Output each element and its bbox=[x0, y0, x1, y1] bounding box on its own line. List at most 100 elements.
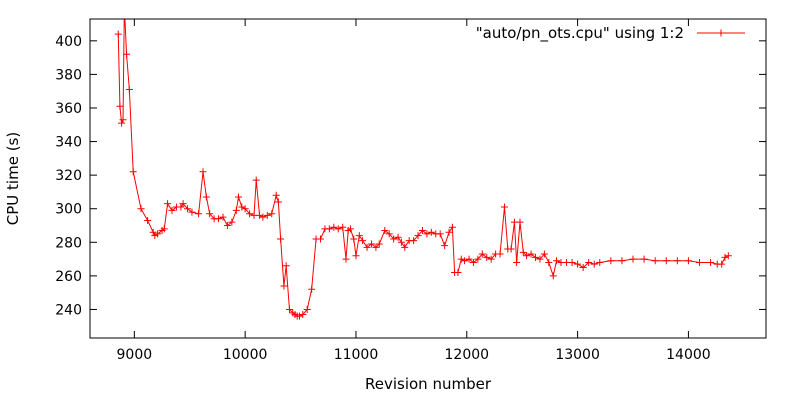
data-point bbox=[381, 227, 389, 235]
data-point bbox=[259, 213, 267, 221]
data-point bbox=[202, 193, 210, 201]
x-tick-label: 9000 bbox=[117, 347, 153, 363]
data-point bbox=[397, 238, 405, 246]
data-point bbox=[263, 211, 271, 219]
data-point bbox=[125, 86, 133, 94]
data-point bbox=[350, 235, 358, 243]
data-point bbox=[579, 263, 587, 271]
data-point bbox=[418, 227, 426, 235]
data-point bbox=[607, 257, 615, 265]
data-point bbox=[160, 225, 168, 233]
data-point bbox=[206, 210, 214, 218]
data-point bbox=[707, 258, 715, 266]
data-point bbox=[536, 255, 544, 263]
data-point bbox=[295, 312, 303, 320]
data-point bbox=[118, 119, 126, 127]
data-point bbox=[469, 258, 477, 266]
x-axis-label: Revision number bbox=[365, 375, 492, 393]
data-point bbox=[531, 253, 539, 261]
data-point bbox=[334, 225, 342, 233]
ticks-layer: 9000 10000 11000 12000 13000 14000 240 260 280 30… bbox=[55, 19, 766, 363]
data-point bbox=[154, 230, 162, 238]
y-tick-label: 400 bbox=[55, 34, 82, 50]
x-tick-label: 13000 bbox=[555, 347, 600, 363]
data-point bbox=[507, 245, 515, 253]
y-tick-label: 260 bbox=[55, 269, 82, 285]
data-point bbox=[268, 210, 276, 218]
data-point bbox=[282, 262, 290, 270]
data-point bbox=[372, 243, 380, 251]
y-tick-label: 320 bbox=[55, 168, 82, 184]
data-point bbox=[274, 198, 282, 206]
legend-marker bbox=[717, 29, 725, 37]
data-point bbox=[342, 255, 350, 263]
data-point bbox=[168, 206, 176, 214]
data-point bbox=[545, 258, 553, 266]
data-point bbox=[232, 206, 240, 214]
data-point bbox=[500, 203, 508, 211]
data-point bbox=[317, 235, 325, 243]
data-point bbox=[228, 218, 236, 226]
data-point bbox=[367, 240, 375, 248]
data-point bbox=[256, 211, 264, 219]
data-point bbox=[718, 260, 726, 268]
data-point bbox=[375, 240, 383, 248]
data-point bbox=[272, 191, 280, 199]
data-point bbox=[651, 257, 659, 265]
data-point bbox=[724, 252, 732, 260]
data-point bbox=[527, 250, 535, 258]
data-point bbox=[436, 230, 444, 238]
data-point bbox=[164, 200, 172, 208]
data-point bbox=[215, 215, 223, 223]
y-tick-label: 380 bbox=[55, 67, 82, 83]
data-point bbox=[234, 193, 242, 201]
data-point bbox=[394, 233, 402, 241]
plot-frame bbox=[89, 18, 767, 339]
data-point bbox=[516, 218, 524, 226]
data-point bbox=[568, 258, 576, 266]
data-point bbox=[461, 257, 469, 265]
data-point bbox=[540, 250, 548, 258]
data-point bbox=[184, 205, 192, 213]
data-point bbox=[223, 222, 231, 230]
series-group bbox=[114, 19, 732, 320]
data-point bbox=[246, 210, 254, 218]
data-point bbox=[119, 116, 127, 124]
data-point bbox=[684, 257, 692, 265]
data-point bbox=[280, 282, 288, 290]
data-point bbox=[363, 243, 371, 251]
x-tick-label: 12000 bbox=[445, 347, 490, 363]
data-point bbox=[308, 285, 316, 293]
data-point bbox=[721, 253, 729, 261]
data-point bbox=[299, 310, 307, 318]
x-tick-label: 10000 bbox=[223, 347, 268, 363]
data-point bbox=[385, 230, 393, 238]
data-point bbox=[390, 235, 398, 243]
y-tick-label: 360 bbox=[55, 101, 82, 117]
data-point bbox=[116, 102, 124, 110]
data-point bbox=[596, 258, 604, 266]
data-point bbox=[199, 168, 207, 176]
data-point bbox=[585, 258, 593, 266]
data-point bbox=[355, 232, 363, 240]
y-tick-label: 240 bbox=[55, 302, 82, 318]
data-point bbox=[346, 225, 354, 233]
data-point bbox=[238, 203, 246, 211]
data-point bbox=[465, 255, 473, 263]
data-point bbox=[277, 235, 285, 243]
y-tick-label: 280 bbox=[55, 235, 82, 251]
data-point bbox=[427, 228, 435, 236]
data-point bbox=[457, 255, 465, 263]
legend-label: "auto/pn_ots.cpu" using 1:2 bbox=[476, 24, 684, 43]
data-point bbox=[574, 260, 582, 268]
data-point bbox=[618, 257, 626, 265]
data-point bbox=[195, 210, 203, 218]
data-point bbox=[673, 257, 681, 265]
data-point bbox=[144, 216, 152, 224]
data-point bbox=[590, 260, 598, 268]
data-point bbox=[696, 258, 704, 266]
data-point bbox=[241, 205, 249, 213]
data-point bbox=[188, 208, 196, 216]
data-point bbox=[519, 248, 527, 256]
